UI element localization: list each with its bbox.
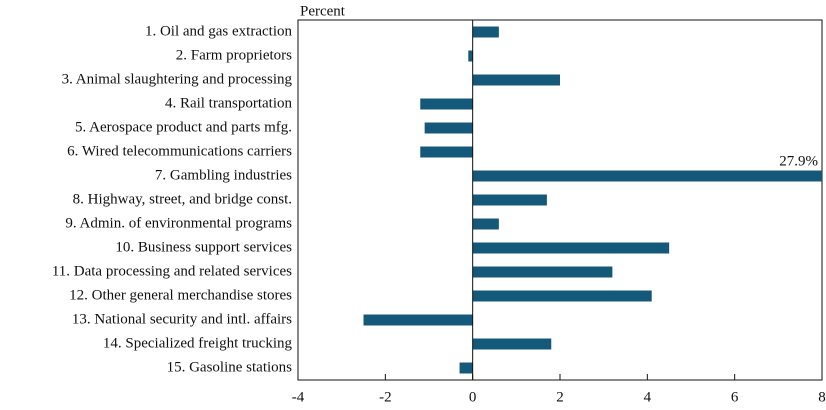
bar	[472, 194, 547, 206]
y-tick-label: 9. Admin. of environmental programs	[65, 215, 292, 231]
x-tick-label: -2	[379, 389, 392, 405]
bar	[472, 26, 499, 38]
y-tick-label: 2. Farm proprietors	[176, 47, 292, 63]
y-tick-label: 1. Oil and gas extraction	[145, 23, 293, 39]
y-tick-label: 10. Business support services	[115, 239, 292, 255]
x-tick-label: 8	[818, 389, 826, 405]
y-tick-label: 6. Wired telecommunications carriers	[67, 143, 292, 159]
bar	[459, 362, 473, 374]
bar	[363, 314, 473, 326]
y-tick-label: 12. Other general merchandise stores	[69, 287, 292, 303]
y-tick-label: 4. Rail transportation	[165, 95, 293, 111]
bars	[363, 26, 822, 374]
x-tick-label: 4	[644, 389, 652, 405]
y-tick-label: 14. Specialized freight trucking	[103, 335, 293, 351]
bar	[420, 146, 473, 158]
bar	[472, 266, 613, 278]
plot-frame	[297, 19, 823, 381]
y-tick-label: 3. Animal slaughtering and processing	[62, 71, 293, 87]
y-tick-label: 11. Data processing and related services	[52, 263, 292, 279]
bar	[472, 338, 552, 350]
bar	[424, 122, 473, 134]
x-tick-label: 6	[731, 389, 739, 405]
bar	[472, 242, 670, 254]
x-tick-label: 0	[469, 389, 477, 405]
x-tick-label: 2	[556, 389, 564, 405]
x-tick-label: -4	[292, 389, 305, 405]
bar	[420, 98, 473, 110]
y-tick-label: 13. National security and intl. affairs	[72, 311, 292, 327]
y-tick-label: 15. Gasoline stations	[167, 359, 293, 375]
y-tick-label: 8. Highway, street, and bridge const.	[73, 191, 292, 207]
bar	[472, 218, 499, 230]
axis-label: Percent	[300, 3, 346, 19]
bar	[472, 170, 822, 182]
bar	[472, 290, 652, 302]
bar	[468, 50, 473, 62]
y-tick-label: 5. Aerospace product and parts mfg.	[75, 119, 292, 135]
value-label: 27.9%	[779, 153, 818, 169]
y-tick-label: 7. Gambling industries	[155, 167, 292, 183]
bar	[472, 74, 560, 86]
